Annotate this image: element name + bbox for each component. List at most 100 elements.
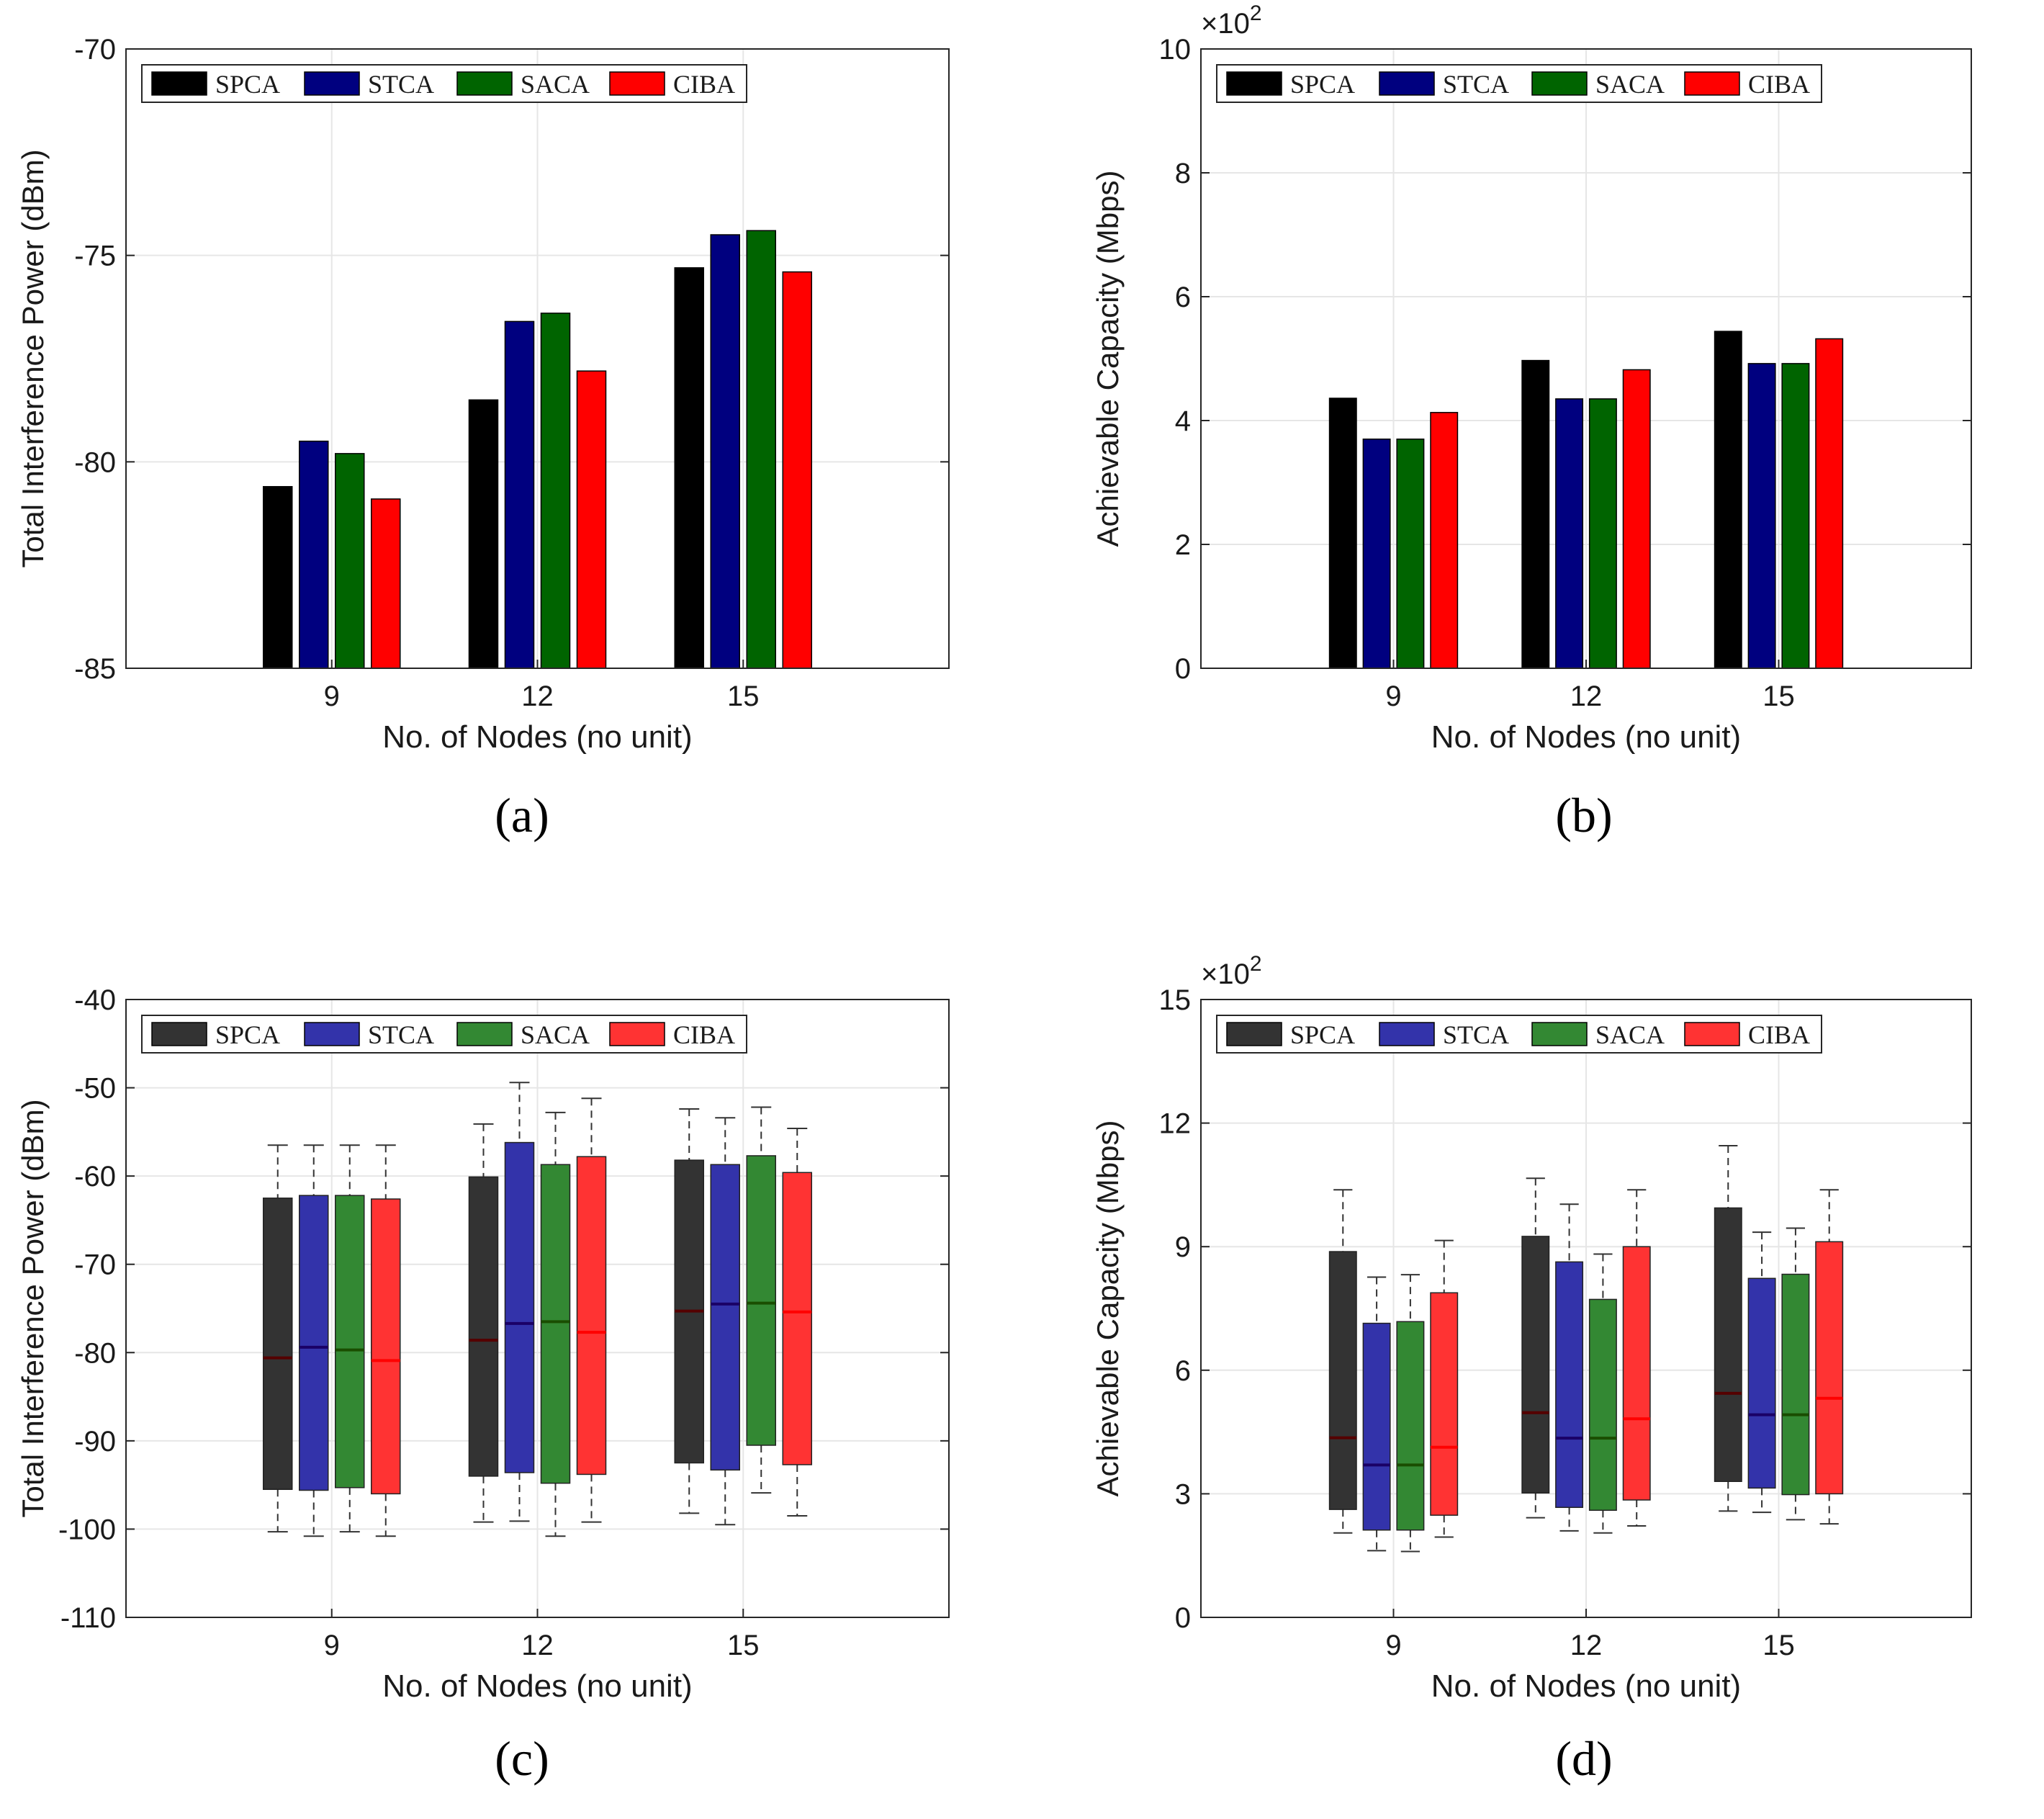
bar-saca-15 <box>1781 363 1810 669</box>
y-tick-label: 9 <box>1175 1231 1191 1263</box>
y-tick-label: 4 <box>1175 405 1191 437</box>
box-stca-9 <box>298 1195 329 1491</box>
legend-label-stca: STCA <box>368 1020 434 1049</box>
bar-saca-12 <box>540 313 571 669</box>
y-tick-label: -50 <box>74 1073 116 1105</box>
y-tick-label: -80 <box>74 1337 116 1369</box>
box-spca-9 <box>1328 1251 1357 1510</box>
panel-caption: (a) <box>495 788 549 843</box>
box-stca-15 <box>710 1164 740 1471</box>
y-tick-label: 3 <box>1175 1478 1191 1510</box>
y-tick-label: 15 <box>1159 984 1192 1016</box>
y-tick-label: -90 <box>74 1426 116 1458</box>
legend-label-saca: SACA <box>1595 70 1665 99</box>
x-axis-label: No. of Nodes (no unit) <box>382 719 692 755</box>
bar-ciba-15 <box>782 271 813 669</box>
bar-ciba-9 <box>1430 412 1459 669</box>
x-tick-label: 12 <box>521 681 554 712</box>
box-stca-12 <box>504 1141 535 1473</box>
panel-caption: (d) <box>1555 1731 1612 1786</box>
legend-label-ciba: CIBA <box>673 1020 735 1049</box>
box-saca-15 <box>746 1155 777 1446</box>
x-tick-label: 12 <box>1570 681 1603 712</box>
box-saca-9 <box>335 1195 365 1488</box>
y-tick-label: 0 <box>1175 1602 1191 1634</box>
box-ciba-15 <box>782 1172 813 1465</box>
box-stca-12 <box>1555 1261 1584 1509</box>
bar-stca-9 <box>298 440 329 669</box>
legend-label-saca: SACA <box>521 1020 590 1049</box>
x-tick-label: 9 <box>324 1630 340 1661</box>
y-tick-label: 10 <box>1159 34 1192 66</box>
legend-swatch-stca <box>304 1022 360 1046</box>
panel-caption: (c) <box>495 1731 549 1786</box>
legend-label-saca: SACA <box>1595 1020 1665 1049</box>
bar-stca-12 <box>1555 398 1584 669</box>
box-ciba-12 <box>576 1156 607 1476</box>
bar-ciba-9 <box>371 498 401 669</box>
legend-swatch-saca <box>1531 1022 1588 1046</box>
box-saca-9 <box>1396 1321 1425 1531</box>
legend-swatch-spca <box>1226 71 1282 96</box>
bar-saca-12 <box>1588 398 1617 669</box>
y-tick-label: 2 <box>1175 529 1191 561</box>
box-spca-9 <box>262 1198 293 1491</box>
panel-a: -85 -80 -75 -70 9 12 15 No. of Nodes (no unit) T… <box>16 34 950 843</box>
legend-swatch-stca <box>304 71 360 96</box>
legend-swatch-spca <box>151 71 207 96</box>
bar-saca-15 <box>746 230 777 669</box>
y-tick-label: -60 <box>74 1161 116 1193</box>
panel-c: -110 -100 -90 -80 -70 -60 -50 -40 9 12 15 No. of No… <box>16 984 950 1786</box>
legend-label-ciba: CIBA <box>673 70 735 99</box>
bar-ciba-12 <box>576 370 607 669</box>
bar-saca-9 <box>335 453 365 669</box>
y-tick-label: -85 <box>74 653 116 685</box>
y-tick-label: -70 <box>74 1249 116 1281</box>
legend-label-spca: SPCA <box>215 1020 280 1049</box>
legend-swatch-ciba <box>609 1022 665 1046</box>
legend-swatch-spca <box>151 1022 207 1046</box>
x-axis-label: No. of Nodes (no unit) <box>382 1668 692 1704</box>
x-tick-label: 9 <box>324 681 340 712</box>
legend-swatch-ciba <box>609 71 665 96</box>
y-tick-label: -75 <box>74 241 116 272</box>
bar-stca-15 <box>1747 363 1776 669</box>
bar-stca-15 <box>710 234 740 669</box>
y-exponent-label: ×102 <box>1201 952 1262 990</box>
y-tick-label: 8 <box>1175 158 1191 189</box>
y-tick-label: 6 <box>1175 1355 1191 1387</box>
bar-ciba-12 <box>1622 369 1651 669</box>
box-stca-9 <box>1362 1322 1391 1531</box>
legend-label-spca: SPCA <box>215 70 280 99</box>
box-ciba-15 <box>1815 1241 1844 1495</box>
panel-d: 0 3 6 9 12 15 9 12 15 ×102 No. of Nodes (no unit) A… <box>1091 952 1972 1786</box>
bar-ciba-15 <box>1815 338 1844 669</box>
bar-stca-9 <box>1362 439 1391 669</box>
x-axis-label: No. of Nodes (no unit) <box>1431 719 1741 755</box>
legend-label-saca: SACA <box>521 70 590 99</box>
y-tick-label: -100 <box>58 1514 116 1545</box>
bar-spca-9 <box>262 485 293 669</box>
x-axis-label: No. of Nodes (no unit) <box>1431 1668 1741 1704</box>
legend-label-ciba: CIBA <box>1748 70 1810 99</box>
y-tick-label: -80 <box>74 446 116 478</box>
legend-swatch-stca <box>1379 71 1435 96</box>
legend-swatch-stca <box>1379 1022 1435 1046</box>
legend-swatch-ciba <box>1684 71 1740 96</box>
x-tick-label: 9 <box>1385 1630 1401 1661</box>
y-axis-label: Achievable Capacity (Mbps) <box>1091 1120 1125 1497</box>
y-tick-label: 0 <box>1175 653 1191 685</box>
panel-b: 0 2 4 6 8 10 9 12 15 ×102 No. of Nodes (no unit) Ac… <box>1091 1 1972 843</box>
box-saca-12 <box>1588 1298 1617 1512</box>
legend-label-stca: STCA <box>1443 1020 1509 1049</box>
box-stca-15 <box>1747 1277 1776 1489</box>
x-tick-label: 15 <box>727 1630 760 1661</box>
panel-caption: (b) <box>1555 788 1612 843</box>
legend-swatch-saca <box>456 71 513 96</box>
bar-spca-12 <box>1521 359 1550 669</box>
legend-swatch-saca <box>456 1022 513 1046</box>
x-tick-label: 15 <box>727 681 760 712</box>
box-spca-12 <box>468 1176 499 1477</box>
bar-spca-15 <box>1714 331 1742 669</box>
